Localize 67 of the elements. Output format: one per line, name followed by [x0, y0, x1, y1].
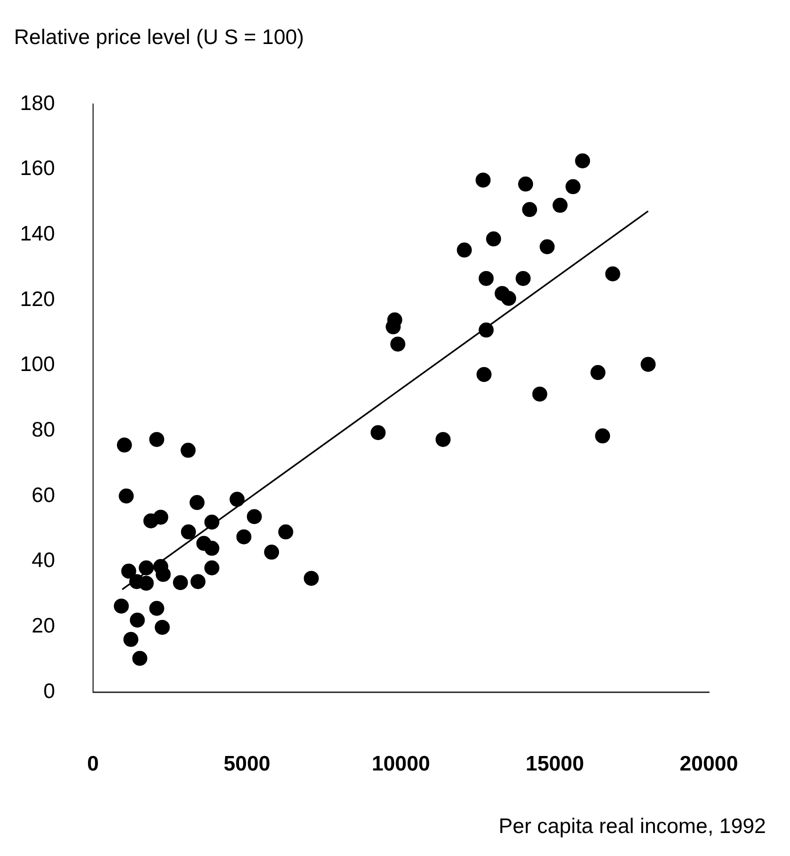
y-tick-label: 40 [32, 549, 55, 572]
point [640, 356, 656, 372]
y-tick-label: 100 [20, 353, 55, 376]
point [540, 239, 555, 254]
point [123, 632, 138, 647]
point [149, 432, 164, 447]
x-tick-label: 5000 [224, 752, 270, 776]
point [390, 336, 406, 352]
x-tick-label: 10000 [372, 752, 430, 776]
point [575, 153, 590, 168]
point [156, 566, 171, 582]
y-tick-label: 120 [20, 288, 55, 311]
y-tick-label: 160 [20, 157, 55, 180]
point [204, 560, 220, 576]
point [590, 365, 606, 380]
point [172, 575, 188, 590]
point [478, 322, 494, 338]
y-tick-label: 180 [20, 92, 55, 115]
point [236, 529, 252, 544]
y-tick-label: 60 [32, 484, 55, 507]
point [370, 425, 386, 440]
x-tick-label: 15000 [526, 752, 584, 776]
x-tick-label: 20000 [680, 752, 738, 776]
point [154, 620, 170, 635]
point [476, 172, 491, 188]
point [478, 270, 494, 286]
point [304, 570, 319, 586]
point [456, 242, 472, 258]
point [118, 488, 134, 504]
point [522, 202, 538, 218]
point [476, 366, 492, 382]
point [278, 524, 294, 540]
point [532, 386, 548, 402]
point [190, 495, 205, 510]
point [552, 198, 568, 213]
point [436, 432, 451, 447]
y-tick-label: 80 [32, 418, 55, 442]
point [138, 560, 154, 576]
point [116, 438, 132, 453]
point [153, 510, 168, 525]
y-axis-title: Relative price level (U S = 100) [14, 26, 304, 50]
point [149, 600, 164, 616]
point [180, 524, 196, 540]
point [501, 290, 516, 306]
point [595, 428, 610, 444]
x-axis-title: Per capita real income, 1992 [498, 815, 766, 839]
point [132, 650, 148, 666]
point [605, 266, 620, 282]
point [204, 514, 220, 530]
point [204, 540, 220, 556]
point [230, 492, 245, 507]
point [264, 544, 280, 560]
y-tick-label: 140 [20, 222, 55, 246]
point [518, 176, 534, 192]
point [566, 179, 581, 194]
x-tick-label: 0 [87, 752, 99, 776]
point [138, 576, 154, 591]
point [486, 231, 502, 246]
point [516, 270, 531, 286]
point [114, 598, 129, 614]
point [130, 612, 145, 628]
y-tick-label: 0 [43, 680, 55, 703]
y-tick-label: 20 [32, 614, 55, 638]
point [180, 442, 196, 458]
point [190, 574, 206, 590]
point [246, 509, 262, 524]
point [121, 564, 136, 579]
